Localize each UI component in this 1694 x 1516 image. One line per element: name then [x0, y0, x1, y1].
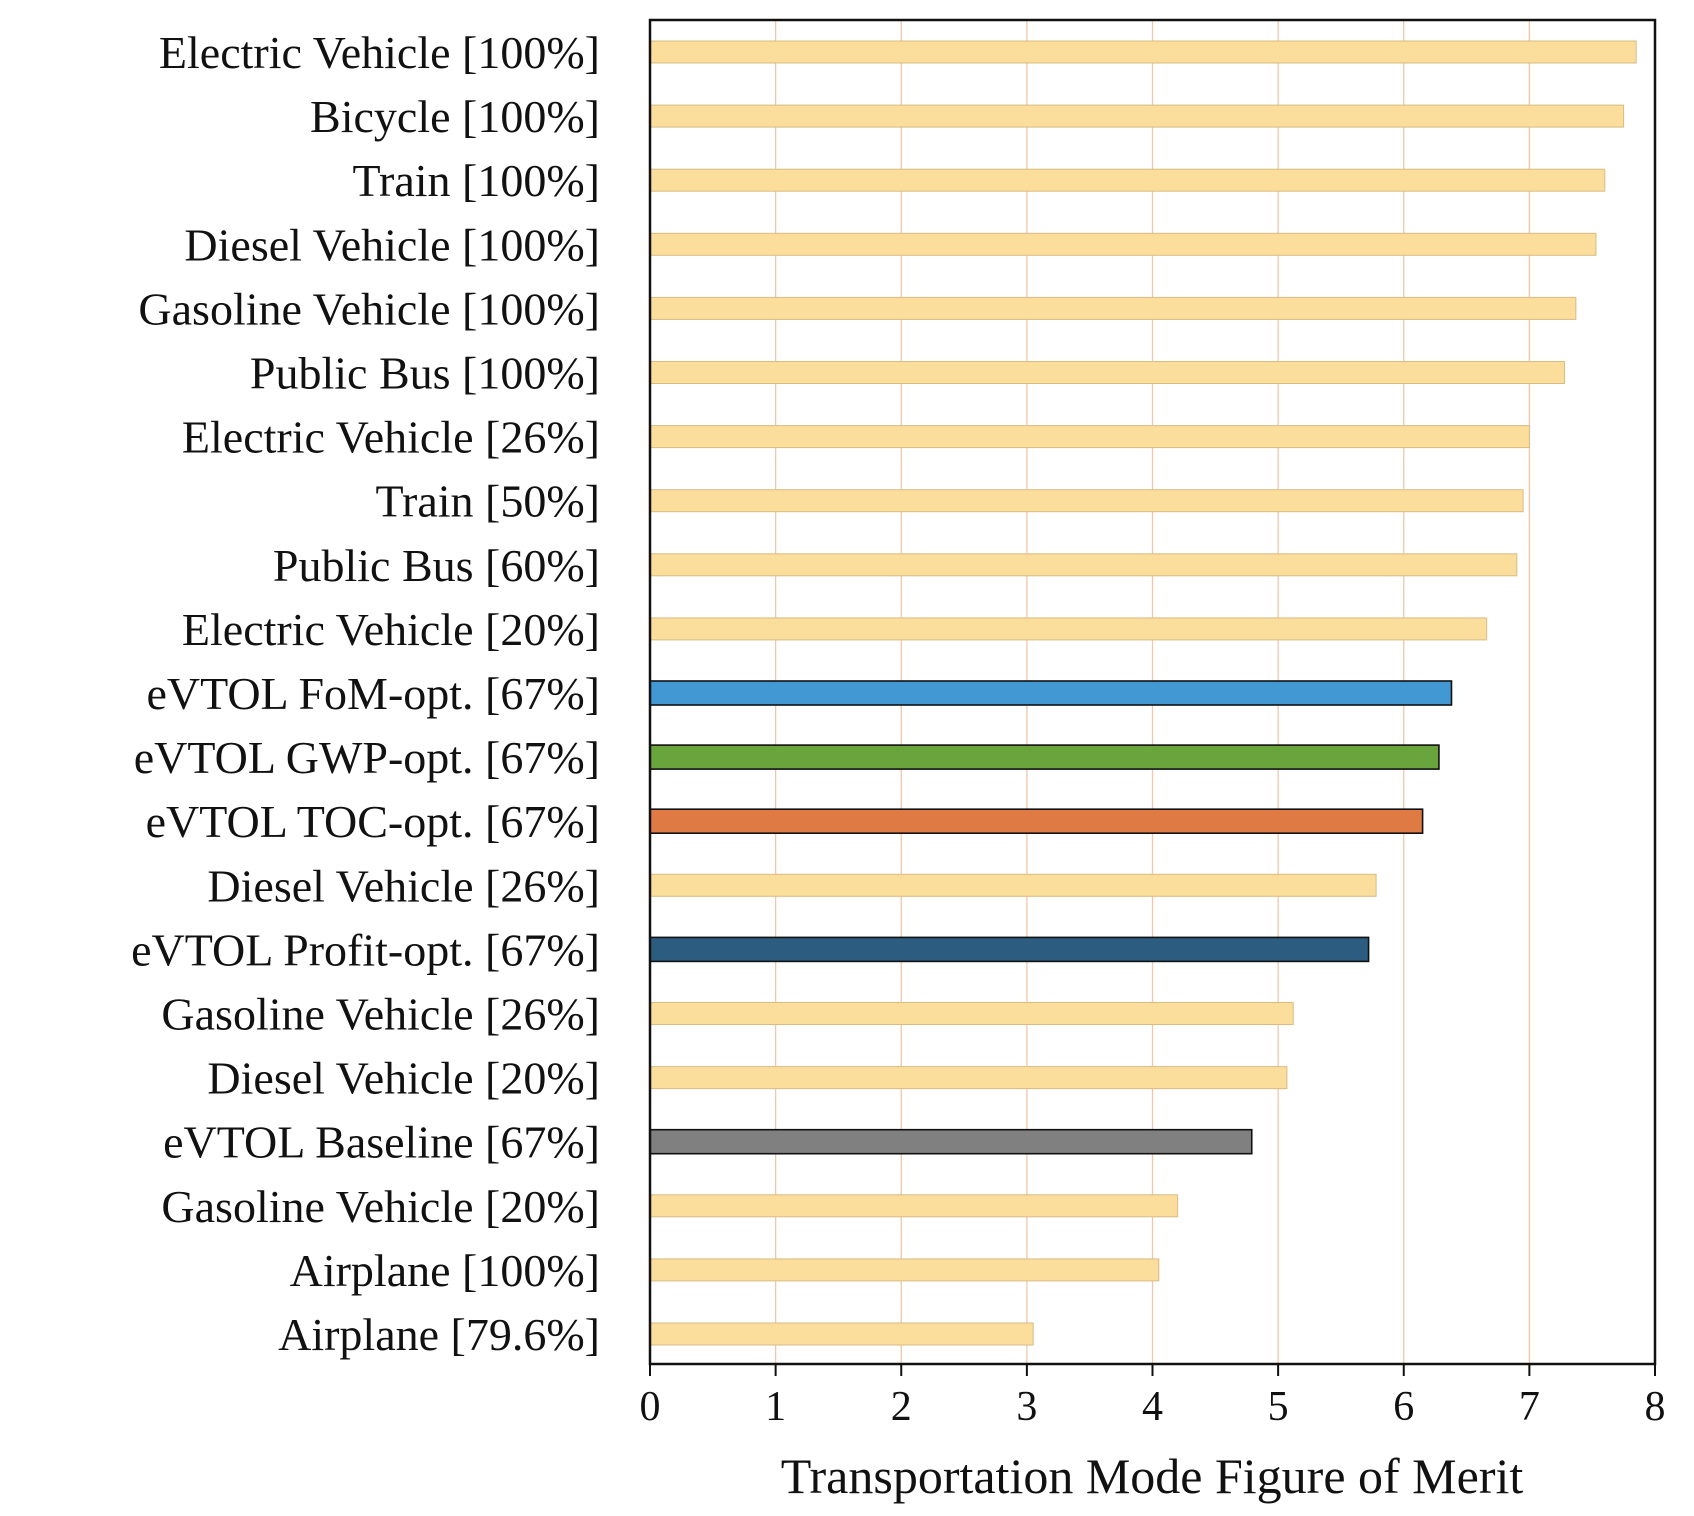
x-tick-label: 8: [1645, 1384, 1666, 1430]
bar: [649, 1066, 1288, 1090]
x-tick-label: 2: [891, 1384, 912, 1430]
category-label: Train [100%]: [353, 155, 600, 206]
bar: [649, 425, 1530, 449]
bar: [649, 104, 1625, 128]
bar: [649, 936, 1370, 963]
category-label: eVTOL Profit-opt. [67%]: [131, 924, 600, 975]
category-label: Gasoline Vehicle [20%]: [161, 1181, 600, 1232]
bar: [649, 296, 1577, 320]
category-label: Public Bus [100%]: [250, 348, 600, 399]
category-label: Gasoline Vehicle [100%]: [138, 283, 600, 334]
bar: [649, 808, 1424, 835]
bar: [649, 553, 1518, 577]
category-label: Electric Vehicle [100%]: [159, 27, 600, 78]
category-label: Diesel Vehicle [20%]: [207, 1053, 600, 1104]
x-axis-ticks: 0 1 2 3 4 5 6 7 8: [640, 1364, 1666, 1430]
x-tick-label: 0: [640, 1384, 661, 1430]
bar: [649, 1002, 1294, 1025]
category-label: eVTOL GWP-opt. [67%]: [134, 732, 600, 783]
bar: [649, 1194, 1179, 1218]
x-tick-label: 7: [1519, 1384, 1540, 1430]
bar: [649, 873, 1377, 897]
category-label: Airplane [100%]: [290, 1245, 600, 1296]
category-label: Train [50%]: [376, 476, 600, 527]
category-labels: Electric Vehicle [100%] Bicycle [100%] Tra…: [131, 27, 600, 1360]
category-label: eVTOL Baseline [67%]: [163, 1117, 600, 1168]
plot-frame: [648, 18, 1657, 1366]
bars-layer: [649, 40, 1637, 1346]
category-label: Electric Vehicle [26%]: [182, 412, 600, 463]
bar: [649, 744, 1440, 770]
bar: [649, 232, 1597, 256]
bar: [649, 361, 1566, 384]
bar: [649, 489, 1524, 513]
x-axis-title: Transportation Mode Figure of Merit: [781, 1448, 1524, 1504]
category-label: Public Bus [60%]: [273, 540, 600, 591]
category-label: Gasoline Vehicle [26%]: [161, 989, 600, 1040]
x-tick-label: 6: [1393, 1384, 1414, 1430]
category-label: Diesel Vehicle [26%]: [207, 860, 600, 911]
x-tick-label: 3: [1016, 1384, 1037, 1430]
category-label: Airplane [79.6%]: [278, 1309, 600, 1360]
bar: [649, 40, 1637, 64]
bar: [649, 617, 1488, 641]
bar: [649, 168, 1606, 192]
x-tick-label: 4: [1142, 1384, 1163, 1430]
category-label: eVTOL FoM-opt. [67%]: [146, 668, 600, 719]
category-label: eVTOL TOC-opt. [67%]: [146, 796, 600, 847]
x-tick-label: 5: [1268, 1384, 1289, 1430]
category-label: Diesel Vehicle [100%]: [184, 219, 600, 270]
bar: [649, 1322, 1034, 1346]
category-label: Bicycle [100%]: [310, 91, 600, 142]
x-tick-label: 1: [765, 1384, 786, 1430]
bar: [649, 1258, 1160, 1282]
bar: [649, 680, 1453, 706]
bar: [649, 1128, 1253, 1155]
category-label: Electric Vehicle [20%]: [182, 604, 600, 655]
